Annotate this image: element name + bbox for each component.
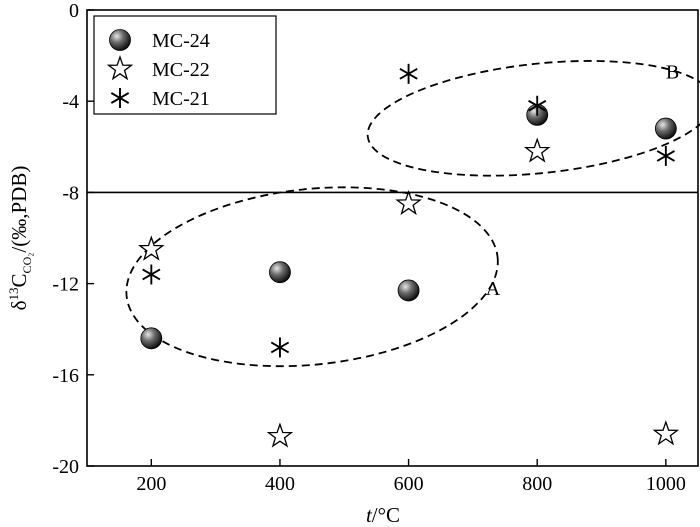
x-axis-variable: t [366,503,373,527]
point-mc-24 [140,327,163,350]
region-ellipses [125,60,700,368]
legend-label-mc-21: MC-21 [152,88,210,110]
legend-label-mc-24: MC-24 [152,30,210,52]
point-mc-21 [656,145,675,166]
region-labels: AB [486,61,679,300]
point-mc-21 [142,264,161,285]
y-tick-label: -8 [62,182,79,204]
y-tick-label: -20 [52,456,79,478]
point-mc-21 [270,337,290,358]
x-tick-label: 400 [265,473,295,495]
region-ellipse-b [366,60,700,177]
point-mc-22 [652,420,680,446]
y-axis-prefix: δ [7,300,31,310]
y-axis-superscript: 13 [6,287,21,300]
plot-frame [86,9,699,467]
axis-ticks: 200 400 600 800 1000 0 -4 -8 -12 -16 -20 [52,0,686,495]
y-axis-title: δ13CCO₂/(‰,PDB) [6,166,34,311]
point-mc-21 [399,63,418,84]
y-axis-main: C [7,273,31,287]
legend-marker-mc-24 [109,29,131,51]
region-ellipse-a [125,186,499,368]
point-mc-22 [395,189,422,216]
legend: MC-24 MC-22 MC-21 [93,15,277,115]
y-tick-label: 0 [69,0,79,22]
region-label-b: B [666,61,679,83]
point-mc-22 [138,235,165,261]
y-tick-label: -16 [52,365,79,387]
legend-label-mc-22: MC-22 [152,59,210,81]
point-mc-24 [654,117,677,140]
point-mc-22 [266,422,294,448]
point-mc-24 [269,261,291,284]
x-tick-label: 600 [394,473,424,495]
y-axis-suffix: /(‰,PDB) [7,166,31,253]
point-mc-21 [528,95,547,116]
point-mc-22 [523,137,551,163]
data-points [138,63,680,448]
legend-marker-mc-22 [106,55,134,81]
y-axis-subscript: CO₂ [20,253,34,274]
y-tick-label: -12 [52,274,79,296]
x-axis-title: t/°C [366,503,400,527]
legend-marker-mc-21 [110,88,130,108]
region-label-a: A [486,278,501,300]
point-mc-24 [397,279,420,302]
x-tick-label: 200 [136,473,166,495]
x-tick-label: 800 [522,473,552,495]
y-tick-label: -4 [62,91,79,113]
x-tick-label: 1000 [646,473,686,495]
x-axis-unit: /°C [372,503,400,527]
